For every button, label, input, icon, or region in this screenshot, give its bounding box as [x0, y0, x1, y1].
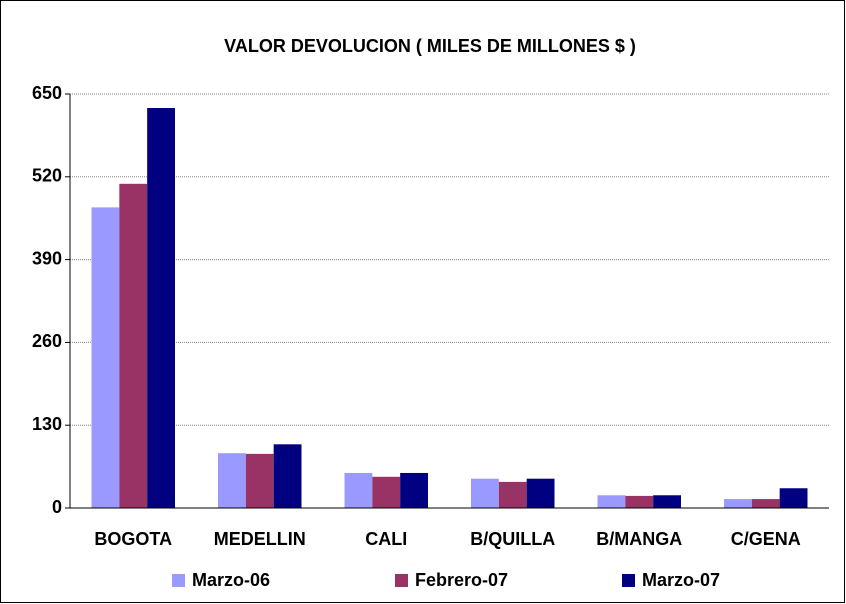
y-tick-label: 0 [52, 497, 62, 517]
y-tick-label: 130 [32, 414, 62, 434]
x-tick-label: C/GENA [731, 529, 801, 549]
bar [751, 499, 780, 508]
bar [597, 495, 626, 508]
bar [372, 476, 401, 508]
bar [724, 499, 752, 508]
bar [344, 472, 373, 508]
y-tick-label: 520 [32, 166, 62, 186]
bar [245, 453, 274, 508]
legend-swatch [172, 574, 185, 587]
x-tick-label: MEDELLIN [214, 529, 306, 549]
chart-title: VALOR DEVOLUCION ( MILES DE MILLONES $ ) [224, 36, 636, 56]
bar [147, 108, 175, 509]
bar [273, 444, 302, 508]
bar [498, 481, 527, 508]
y-tick-label: 260 [32, 331, 62, 351]
y-tick-label: 650 [32, 83, 62, 103]
x-tick-label: BOGOTA [94, 529, 172, 549]
x-tick-label: B/MANGA [596, 529, 682, 549]
bar [218, 453, 246, 508]
legend-label: Marzo-07 [642, 570, 720, 590]
y-tick-label: 390 [32, 248, 62, 268]
legend-label: Febrero-07 [415, 570, 508, 590]
bar [526, 478, 555, 508]
bar [779, 488, 808, 508]
x-tick-label: CALI [365, 529, 407, 549]
legend-swatch [395, 574, 408, 587]
legend-label: Marzo-06 [192, 570, 270, 590]
bar [625, 495, 654, 508]
bar [400, 472, 428, 508]
bar [471, 478, 499, 508]
bar [653, 495, 681, 508]
bar [119, 183, 148, 508]
bar [91, 207, 120, 508]
legend-swatch [622, 574, 635, 587]
x-tick-label: B/QUILLA [470, 529, 555, 549]
